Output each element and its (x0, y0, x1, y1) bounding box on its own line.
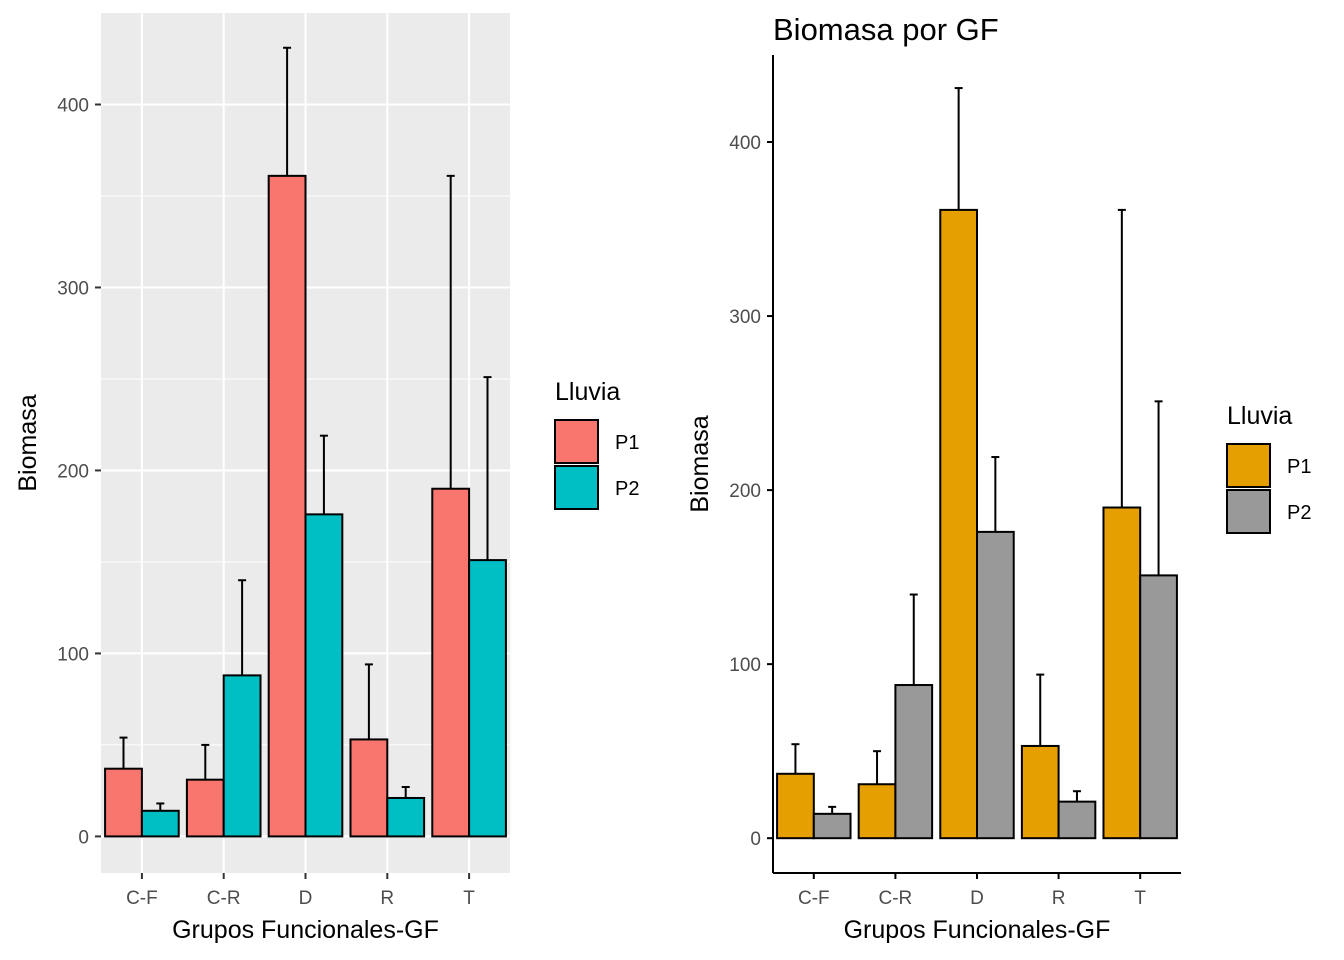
legend-label-P2: P2 (615, 478, 639, 500)
bar-P1-C-F (776, 772, 815, 840)
legend-key-P1 (554, 419, 599, 464)
chart-left: 0 100 200 300 400 C-F C-R D R T Grupos Funcionale… (14, 13, 639, 944)
legend-key-P1 (1226, 443, 1271, 488)
x-tick-label: C-R (879, 888, 913, 909)
x-tick-label: C-R (207, 888, 241, 909)
y-tick-label: 300 (729, 307, 761, 328)
legend-title: Lluvia (1227, 402, 1292, 430)
bar-P2-C-F (140, 809, 180, 838)
y-tick-label: 100 (57, 644, 89, 665)
bar-P1-D (267, 174, 307, 838)
bar-P2-C-F (812, 812, 852, 840)
bar-P1-C-R (185, 778, 225, 838)
legend-key-P2 (1226, 489, 1271, 534)
bar-P2-R (386, 796, 426, 838)
chart-title: Biomasa por GF (773, 12, 999, 47)
bar-P1-T (431, 487, 471, 838)
bar-P1-R (1020, 744, 1060, 840)
legend-label-P1: P1 (1287, 456, 1311, 478)
x-tick-label: C-F (798, 888, 830, 909)
y-tick-label: 400 (57, 95, 89, 116)
x-axis-label: Grupos Funcionales-GF (844, 916, 1111, 944)
axis-ticks: 0 100 200 300 400 C-F C-R D R T (729, 55, 1181, 909)
legend-title: Lluvia (555, 378, 620, 406)
bar-P2-R (1057, 800, 1097, 840)
chart-right: 0 100 200 300 400 C-F C-R D R T Grupos Funcionale… (686, 12, 1311, 944)
bar-P2-C-R (894, 684, 934, 840)
y-tick-label: 300 (57, 278, 89, 299)
y-tick-label: 100 (729, 655, 761, 676)
y-axis-label: Biomasa (686, 415, 714, 512)
bar-P2-D (976, 530, 1015, 840)
x-tick-label: D (299, 888, 313, 909)
bar-P2-D (304, 513, 344, 838)
bar-P1-R (349, 738, 389, 838)
legend-label-P1: P1 (615, 432, 639, 454)
bar-P1-C-R (857, 783, 897, 840)
x-axis-label: Grupos Funcionales-GF (172, 916, 439, 944)
legend: Lluvia P1 P2 (1226, 402, 1311, 534)
bar-P1-D (939, 208, 979, 840)
x-tick-label: R (1052, 888, 1066, 909)
x-tick-label: R (380, 888, 394, 909)
y-tick-label: 200 (729, 481, 761, 502)
axis-ticks: 0 100 200 300 400 C-F C-R D R T (57, 95, 475, 909)
bar-P2-C-R (222, 674, 262, 838)
y-tick-label: 400 (729, 133, 761, 154)
legend-label-P2: P2 (1287, 502, 1311, 524)
bars (776, 87, 1178, 840)
x-tick-label: T (1134, 888, 1146, 909)
y-tick-label: 0 (750, 829, 761, 850)
bar-P1-C-F (104, 767, 143, 838)
y-tick-label: 200 (57, 461, 89, 482)
x-tick-label: C-F (126, 888, 158, 909)
x-tick-label: T (463, 888, 475, 909)
legend: Lluvia P1 P2 (554, 378, 639, 510)
legend-key-P2 (554, 465, 599, 510)
bar-P1-T (1102, 506, 1142, 840)
bar-P2-T (468, 559, 507, 838)
y-tick-label: 0 (78, 827, 89, 848)
bar-P2-T (1139, 574, 1178, 840)
bars (104, 46, 507, 838)
y-axis-label: Biomasa (14, 394, 42, 491)
x-tick-label: D (970, 888, 984, 909)
